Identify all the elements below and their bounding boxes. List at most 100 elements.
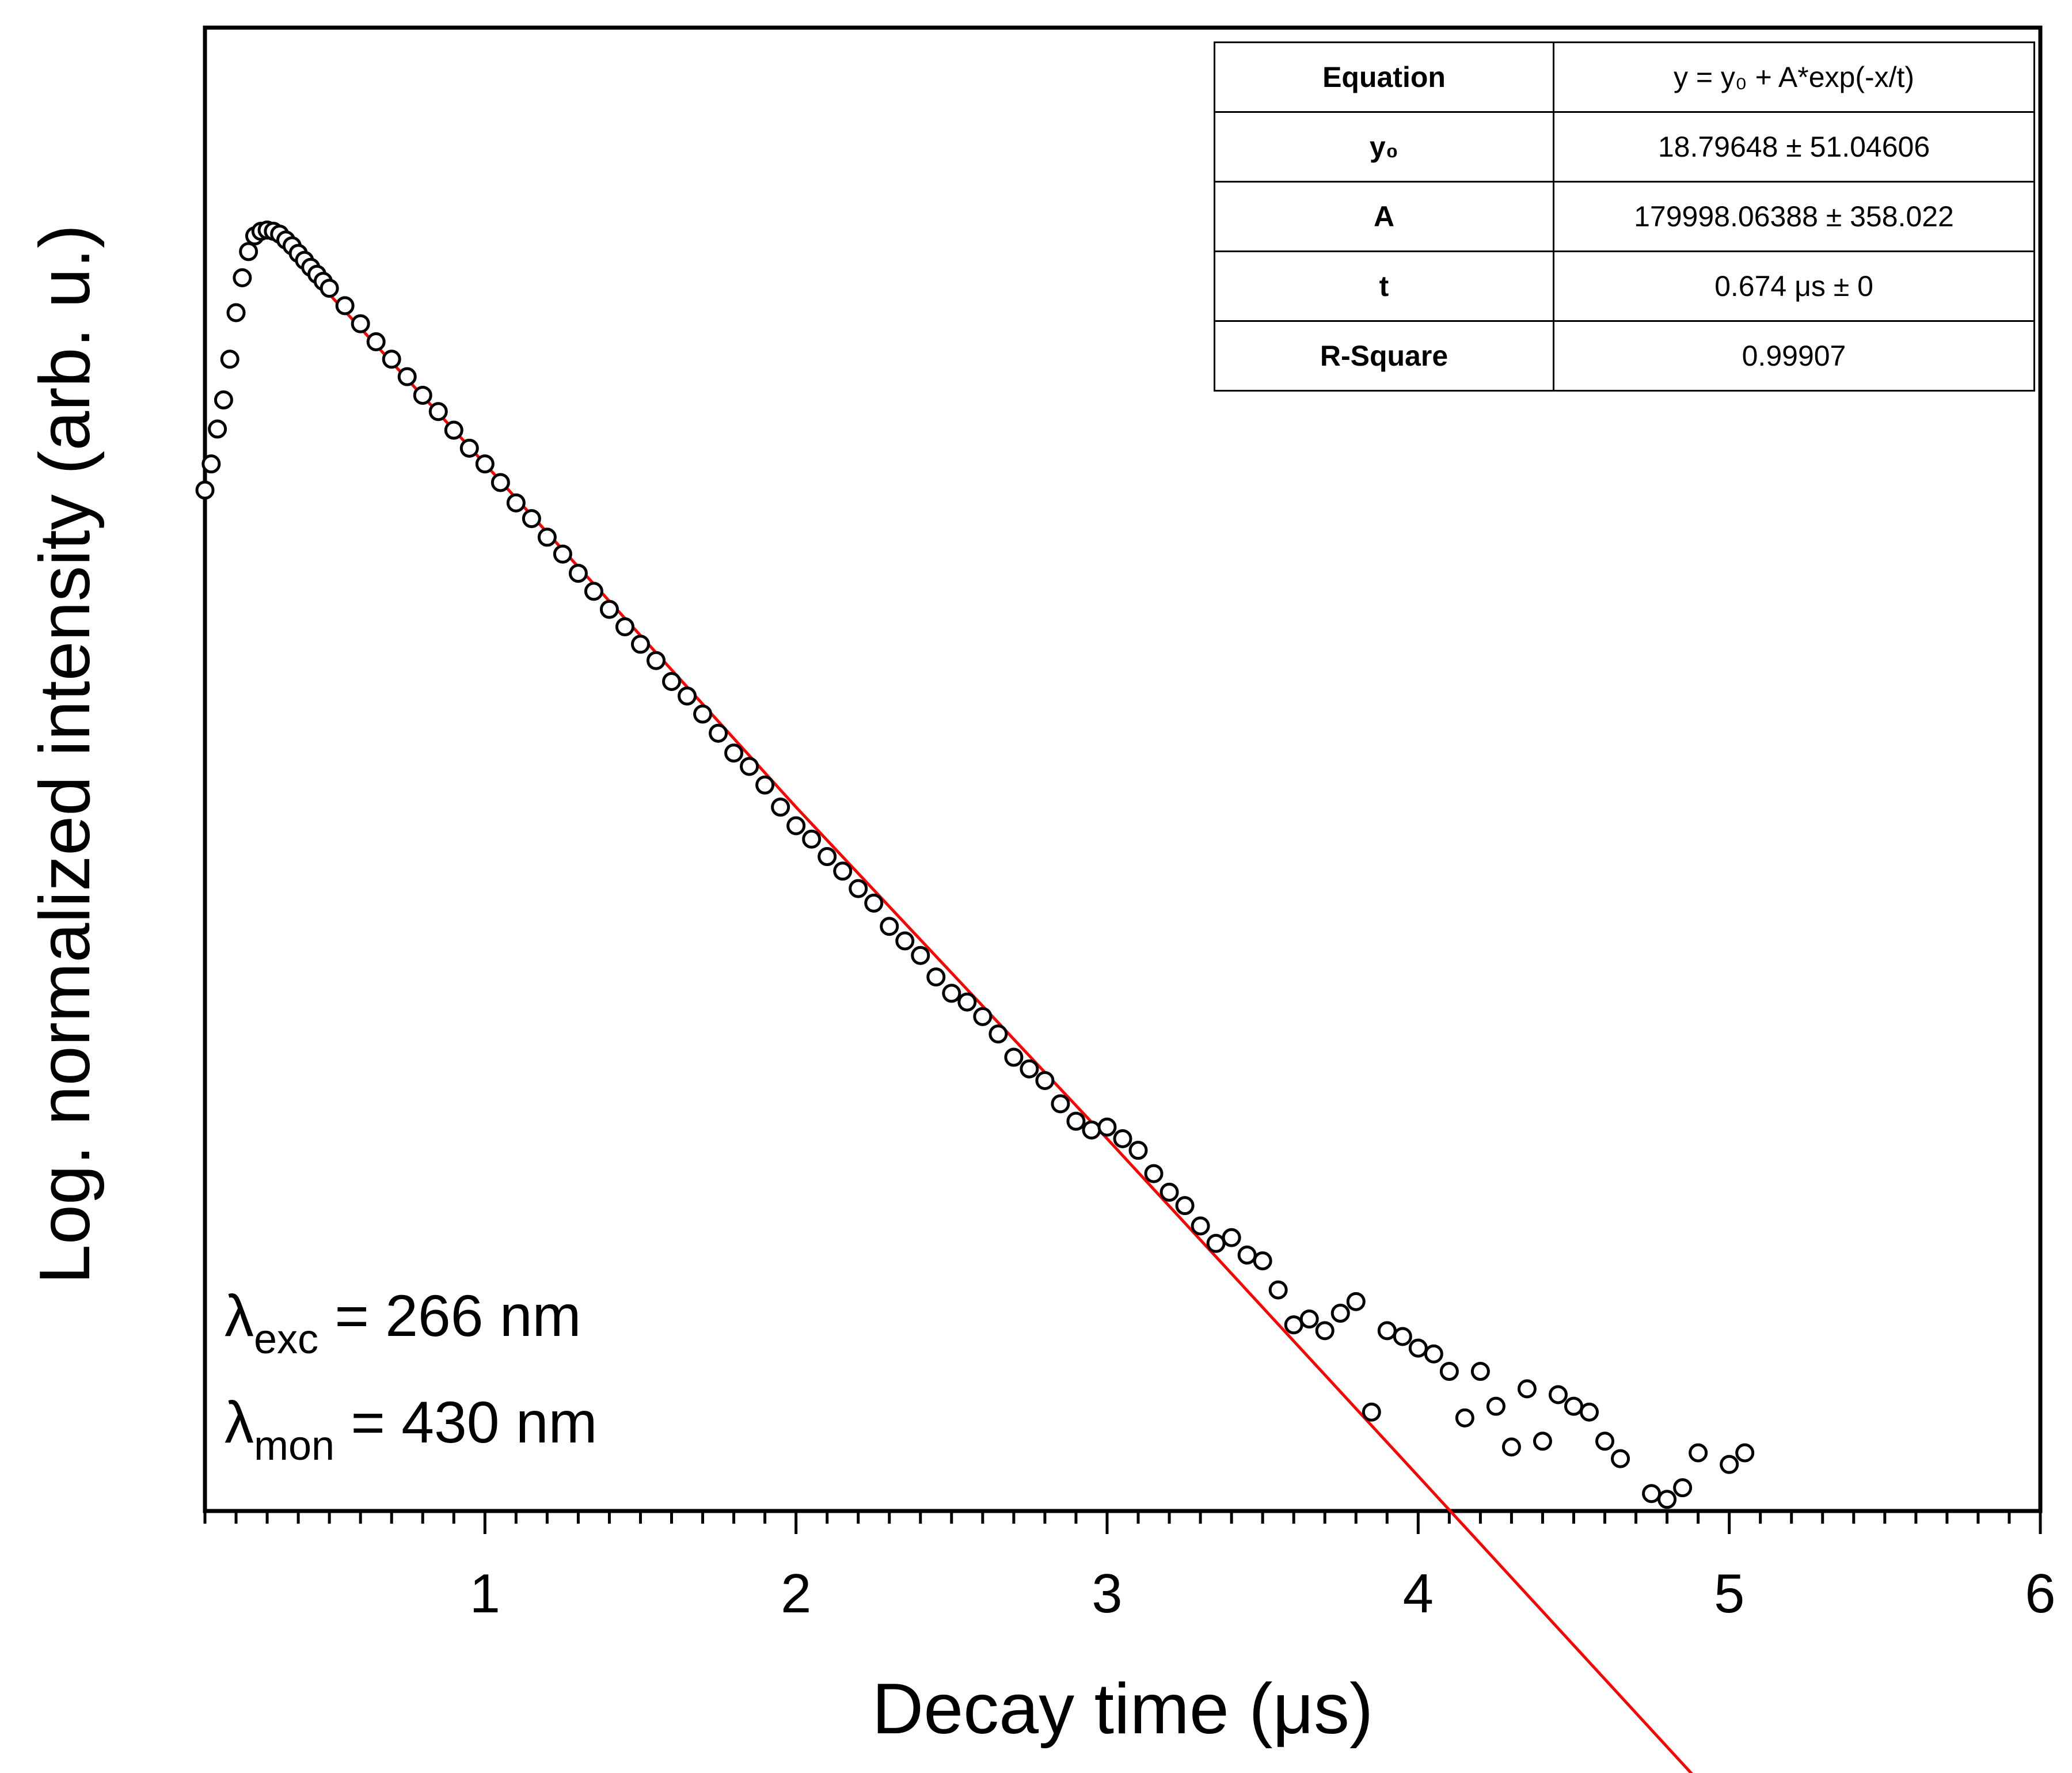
data-point	[895, 931, 915, 951]
data-point	[553, 544, 572, 564]
data-point	[413, 385, 432, 405]
data-point	[1720, 1455, 1739, 1474]
fit-key: R-Square	[1214, 320, 1554, 392]
data-point	[740, 757, 759, 776]
data-point	[428, 402, 448, 422]
data-point	[1284, 1315, 1303, 1335]
data-point	[568, 564, 588, 583]
data-point	[818, 847, 837, 867]
fit-key: y₀	[1214, 111, 1554, 183]
data-point	[1237, 1246, 1257, 1265]
data-point	[335, 296, 355, 316]
data-point	[220, 350, 239, 369]
data-point	[320, 279, 339, 298]
fit-key: t	[1214, 250, 1554, 322]
data-point	[1097, 1117, 1117, 1137]
data-point	[1501, 1437, 1521, 1457]
fit-row-r-square: R-Square 0.99907	[1214, 320, 2035, 392]
data-point	[1191, 1216, 1210, 1236]
fit-line	[297, 259, 1693, 1773]
data-point	[1113, 1129, 1132, 1148]
excitation-wavelength-label: λexc = 266 nm	[225, 1283, 581, 1362]
data-point	[1175, 1196, 1195, 1216]
x-tick-label: 2	[781, 1563, 811, 1624]
data-point	[351, 314, 370, 333]
fit-value: 0.99907	[1553, 320, 2035, 392]
data-point	[615, 617, 634, 637]
data-point	[491, 473, 510, 492]
data-point	[1206, 1233, 1226, 1253]
data-point	[1222, 1228, 1241, 1247]
data-point	[1439, 1362, 1459, 1381]
data-point	[1299, 1309, 1319, 1329]
data-point	[771, 798, 790, 817]
fit-value: 179998.06388 ± 358.022	[1553, 181, 2035, 252]
data-point	[1035, 1070, 1055, 1090]
data-point	[1393, 1327, 1412, 1346]
data-point	[1330, 1304, 1350, 1323]
data-point	[1253, 1251, 1272, 1271]
data-point	[459, 438, 479, 458]
data-point	[942, 984, 961, 1003]
data-point	[864, 893, 884, 913]
fit-row-a: A 179998.06388 ± 358.022	[1214, 181, 2035, 252]
data-point	[802, 829, 822, 849]
data-point	[1611, 1449, 1630, 1468]
data-point	[1470, 1362, 1490, 1381]
data-point	[1673, 1478, 1693, 1498]
data-point	[1159, 1182, 1179, 1202]
data-point	[397, 367, 417, 386]
data-point	[1082, 1120, 1101, 1140]
data-point	[1533, 1432, 1552, 1451]
data-point	[202, 454, 221, 474]
data-point	[444, 420, 463, 440]
data-point	[1315, 1321, 1335, 1341]
data-point	[755, 775, 775, 795]
data-point	[1362, 1402, 1381, 1422]
data-point	[1424, 1344, 1443, 1364]
data-point	[1268, 1280, 1288, 1300]
x-axis-ticks: 1 2 3 4 5 6	[203, 1511, 2056, 1624]
data-point	[1066, 1111, 1086, 1131]
data-point	[1377, 1321, 1397, 1341]
data-point	[584, 582, 603, 601]
data-point	[1642, 1484, 1662, 1504]
data-point	[880, 917, 899, 936]
plot-frame	[203, 25, 2043, 1513]
data-point	[1408, 1338, 1428, 1358]
data-point	[1657, 1490, 1677, 1509]
data-point	[1580, 1402, 1599, 1422]
y-axis-label: Log. normalized intensity (arb. u.)	[25, 225, 105, 1284]
fit-series	[297, 259, 1693, 1773]
x-tick-label: 5	[1714, 1563, 1744, 1624]
data-point	[233, 268, 252, 287]
data-point	[214, 390, 233, 410]
data-point	[709, 723, 728, 743]
data-point	[208, 419, 227, 439]
x-tick-label: 3	[1092, 1563, 1122, 1624]
data-point	[1735, 1443, 1755, 1463]
data-point	[630, 635, 650, 654]
fit-row-equation: Equation y = y₀ + A*exp(-x/t)	[1214, 41, 2035, 113]
data-point	[1346, 1292, 1366, 1311]
fit-value: 0.674 μs ± 0	[1553, 250, 2035, 322]
data-point	[537, 527, 557, 547]
data-point	[926, 967, 946, 987]
fit-row-y0: y₀ 18.79648 ± 51.04606	[1214, 111, 2035, 183]
data-point	[1595, 1432, 1615, 1451]
data-point	[1128, 1141, 1148, 1160]
data-point	[599, 599, 619, 619]
data-point	[1004, 1047, 1024, 1067]
data-point	[226, 303, 246, 322]
fit-key: A	[1214, 181, 1554, 252]
data-point	[1564, 1396, 1583, 1416]
monitoring-wavelength-label: λmon = 430 nm	[225, 1389, 598, 1469]
data-point	[1689, 1443, 1708, 1463]
data-point	[239, 242, 258, 261]
fit-value: y = y₀ + A*exp(-x/t)	[1553, 41, 2035, 113]
data-point	[849, 879, 868, 898]
data-point	[506, 493, 526, 512]
data-point	[678, 686, 697, 706]
measured-series	[195, 221, 1755, 1509]
